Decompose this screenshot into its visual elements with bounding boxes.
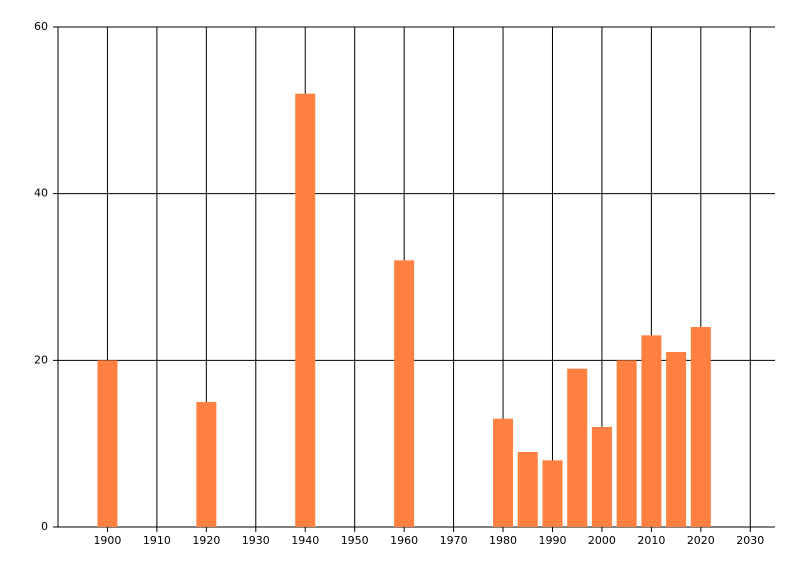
x-tick-label: 2000 (588, 534, 616, 547)
bar (567, 368, 588, 527)
x-tick-label: 1920 (192, 534, 220, 547)
bar (97, 360, 118, 527)
x-tick-label: 2010 (637, 534, 665, 547)
bar (542, 460, 563, 527)
x-tick-label: 1950 (341, 534, 369, 547)
y-tick-label: 0 (41, 520, 48, 533)
y-tick-label: 60 (34, 20, 48, 33)
x-tick-label: 1990 (538, 534, 566, 547)
x-tick-label: 1910 (143, 534, 171, 547)
bar (517, 452, 538, 527)
y-tick-label: 20 (34, 353, 48, 366)
y-tick-label: 40 (34, 187, 48, 200)
bar (196, 402, 217, 527)
bar (394, 260, 415, 527)
x-tick-label: 1940 (291, 534, 319, 547)
bar (666, 352, 687, 527)
bar (641, 335, 662, 527)
x-tick-label: 1960 (390, 534, 418, 547)
x-tick-label: 1980 (489, 534, 517, 547)
bar (493, 418, 514, 527)
bar (591, 427, 612, 527)
x-tick-label: 1900 (93, 534, 121, 547)
x-tick-label: 2030 (736, 534, 764, 547)
bar (295, 93, 316, 528)
x-tick-label: 2020 (687, 534, 715, 547)
x-tick-label: 1970 (440, 534, 468, 547)
bar (690, 327, 711, 527)
x-tick-label: 1930 (242, 534, 270, 547)
bar (616, 360, 637, 527)
